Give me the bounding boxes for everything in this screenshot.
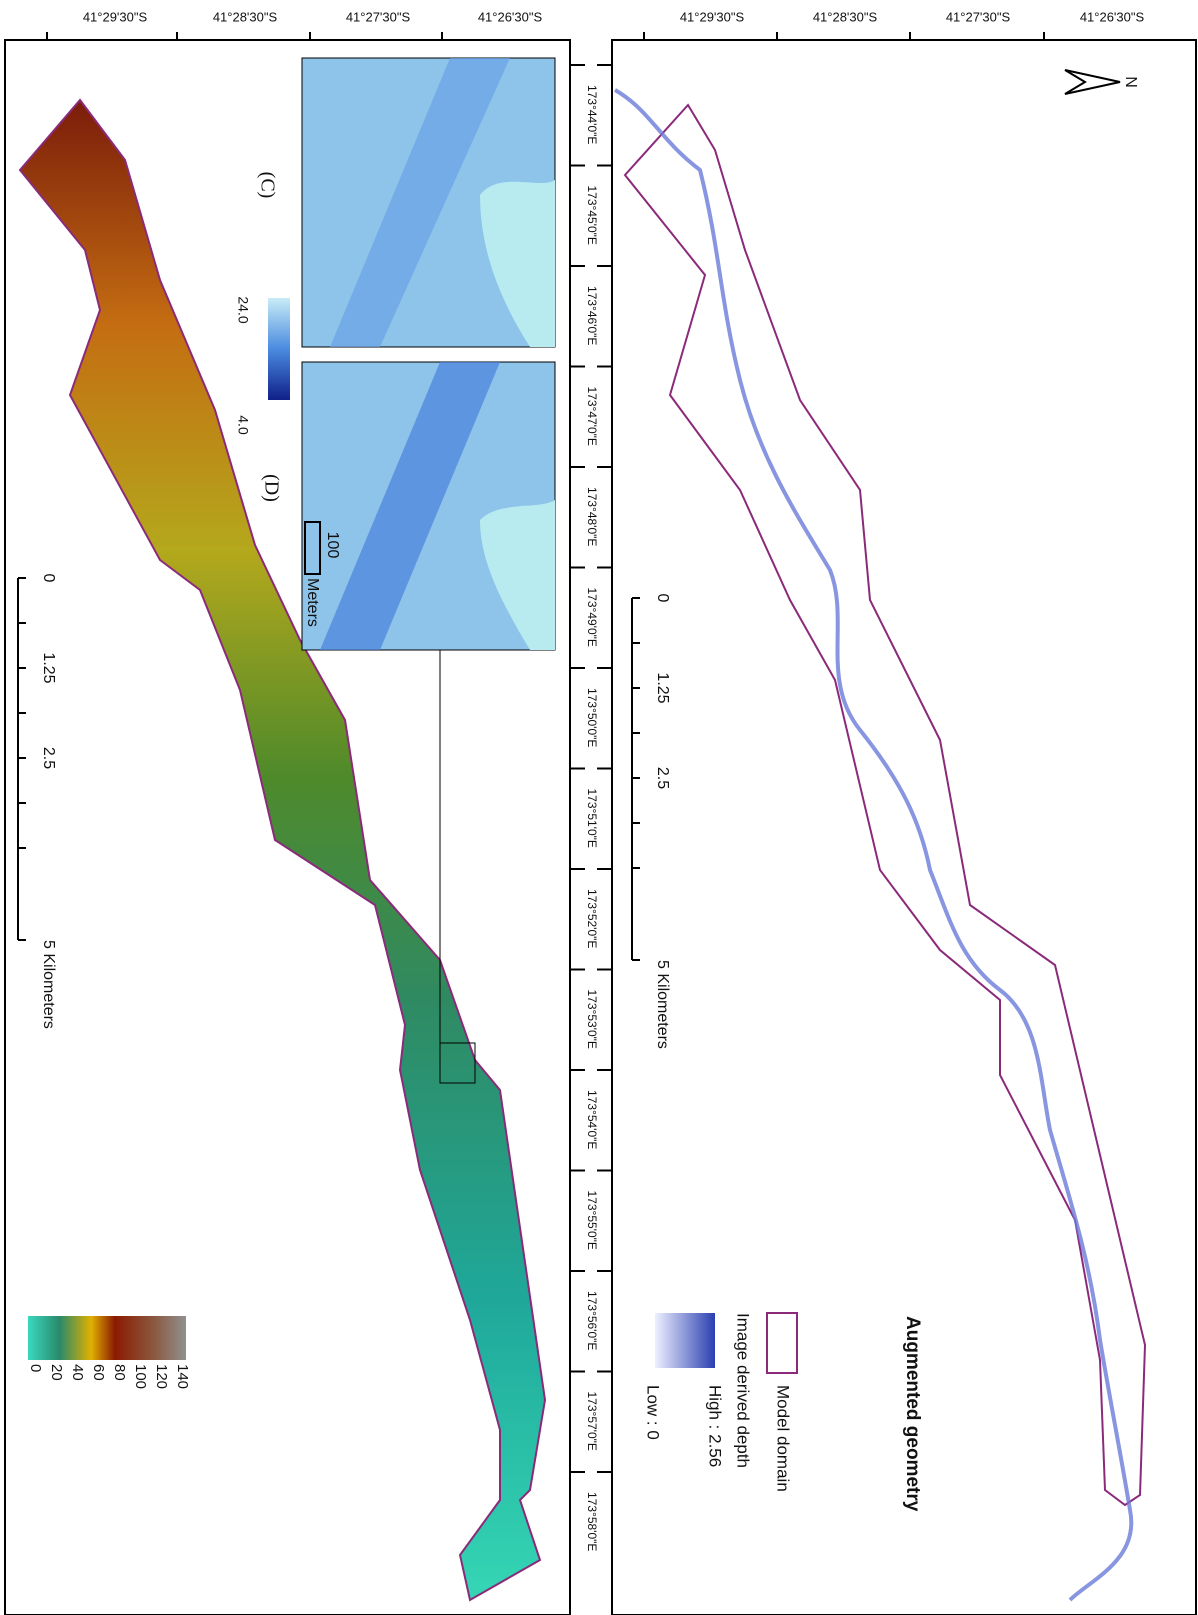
scale-label: 5 Kilometers xyxy=(654,960,671,1049)
geometry-legend-label: 100 xyxy=(132,1364,149,1389)
inset-d xyxy=(301,361,556,651)
scale-label: 1.25 xyxy=(654,672,671,703)
longitude-label: 173°56'0"E xyxy=(585,1291,599,1350)
longitude-label: 173°50'0"E xyxy=(585,688,599,747)
geometry-legend-label: 20 xyxy=(48,1364,65,1381)
geometry-legend-label: 80 xyxy=(111,1364,128,1381)
geometry-legend-title: Augmented geometry xyxy=(902,1316,923,1512)
legend-high: High : 2.56 xyxy=(706,1385,725,1467)
latitude-label: 41°26'30"S xyxy=(478,9,543,24)
right-frame xyxy=(611,39,1197,1615)
inset-d-bank xyxy=(480,500,555,650)
scale-label: 2.5 xyxy=(654,767,671,789)
longitude-label: 173°54'0"E xyxy=(585,1090,599,1149)
longitude-label: 173°45'0"E xyxy=(585,186,599,245)
longitude-label: 173°46'0"E xyxy=(585,286,599,345)
latitude-label: 41°27'30"S xyxy=(346,9,411,24)
scale-label: 2.5 xyxy=(40,747,57,769)
river-depth xyxy=(614,88,1134,1602)
longitude-label: 173°57'0"E xyxy=(585,1392,599,1451)
longitude-label: 173°48'0"E xyxy=(585,487,599,546)
inset-c-bank xyxy=(480,180,555,347)
inset-colorbar xyxy=(268,298,290,400)
longitude-label: 173°44'0"E xyxy=(585,85,599,144)
geometry-legend-label: 60 xyxy=(90,1364,107,1381)
latitude-label: 41°26'30"S xyxy=(1080,9,1145,24)
inset-colorbar-low: 4.0 xyxy=(235,415,251,435)
longitude-label: 173°52'0"E xyxy=(585,889,599,948)
inset-scale-value: 100 xyxy=(324,532,341,559)
latitude-label: 41°29'30"S xyxy=(83,9,148,24)
legend-title: Image derived depth xyxy=(734,1313,753,1468)
scale-label: 0 xyxy=(40,574,57,583)
inset-scale-box xyxy=(304,521,321,575)
north-arrow xyxy=(1064,69,1121,95)
longitude-label: 173°49'0"E xyxy=(585,588,599,647)
longitude-label: 173°55'0"E xyxy=(585,1191,599,1250)
north-label: N xyxy=(1122,76,1139,88)
inset-c-label: (C) xyxy=(256,172,278,199)
model-domain xyxy=(623,103,1147,1507)
left-frame xyxy=(4,39,571,1615)
inset-scale-unit: Meters xyxy=(304,578,321,627)
inset-d-label: (D) xyxy=(260,474,282,502)
inset-d-channel xyxy=(320,362,500,650)
scale-label: 0 xyxy=(654,594,671,603)
depth-colorbar xyxy=(655,1313,715,1368)
longitude-label: 173°53'0"E xyxy=(585,990,599,1049)
legend-low: Low : 0 xyxy=(644,1385,663,1440)
geometry-legend-label: 140 xyxy=(174,1364,191,1389)
geometry-legend-label: 40 xyxy=(69,1364,86,1381)
scale-label: 1.25 xyxy=(40,652,57,683)
river-geometry xyxy=(18,98,547,1602)
inset-colorbar-high: 24.0 xyxy=(235,296,251,323)
latitude-label: 41°28'30"S xyxy=(813,9,878,24)
inset-c-channel xyxy=(330,58,510,347)
latitude-label: 41°28'30"S xyxy=(213,9,278,24)
geometry-legend-label: 0 xyxy=(27,1364,44,1372)
inset-locator xyxy=(439,1042,476,1084)
domain-swatch xyxy=(766,1312,798,1374)
latitude-label: 41°27'30"S xyxy=(946,9,1011,24)
geometry-colorbar xyxy=(28,1316,186,1360)
longitude-label: 173°58'0"E xyxy=(585,1492,599,1551)
legend-domain: Model domain xyxy=(774,1385,793,1492)
geometry-legend-label: 120 xyxy=(153,1364,170,1389)
scale-label: 5 Kilometers xyxy=(40,940,57,1029)
longitude-label: 173°51'0"E xyxy=(585,789,599,848)
longitude-label: 173°47'0"E xyxy=(585,387,599,446)
latitude-label: 41°29'30"S xyxy=(680,9,745,24)
inset-c xyxy=(301,57,556,348)
